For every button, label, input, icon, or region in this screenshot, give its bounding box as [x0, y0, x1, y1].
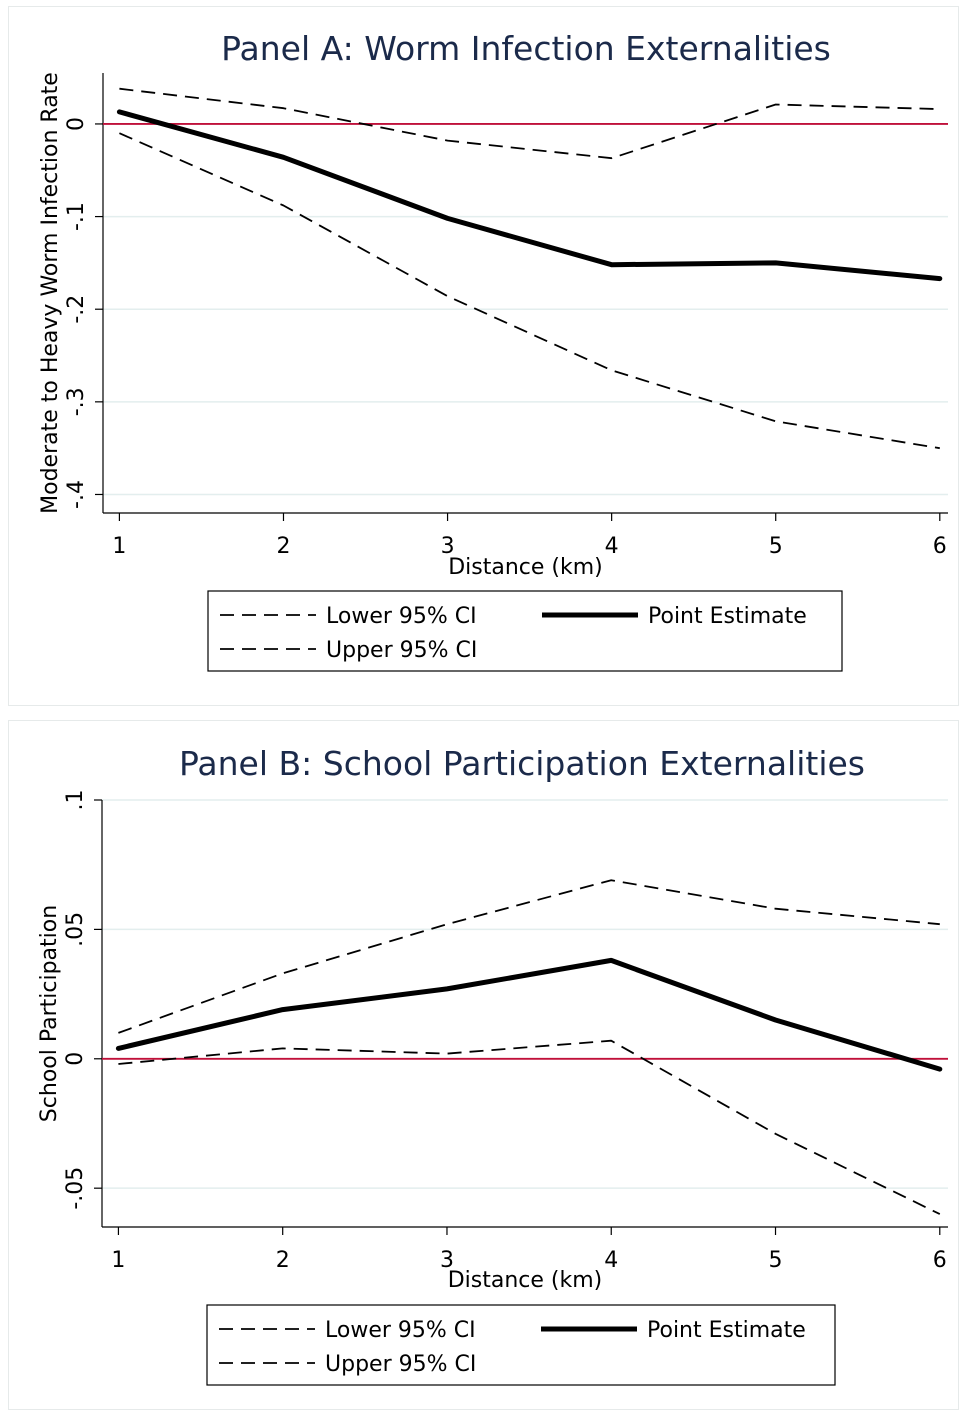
x-tick-label: 2 — [276, 534, 290, 559]
legend-label: Lower 95% CI — [326, 604, 477, 629]
chart-panel-b: Panel B: School Participation Externalit… — [37, 744, 948, 1386]
y-tick-label: -.4 — [64, 480, 89, 509]
legend-box — [206, 1304, 836, 1386]
x-tick-label: 1 — [112, 534, 126, 559]
legend-label: Lower 95% CI — [325, 1318, 476, 1343]
legend-box — [207, 590, 843, 672]
y-tick-label: .1 — [63, 790, 88, 811]
chart-panel-a: Panel A: Worm Infection Externalities 0 -.… — [38, 29, 948, 672]
legend-label: Point Estimate — [647, 1318, 806, 1343]
legend-label: Upper 95% CI — [326, 638, 477, 663]
series-line-point-estimate — [116, 109, 943, 282]
chart-title: Panel A: Worm Infection Externalities — [221, 29, 831, 68]
series-line-upper-95-ci — [119, 87, 940, 160]
chart-title: Panel B: School Participation Externalit… — [179, 744, 865, 783]
x-tick-label: 2 — [276, 1248, 290, 1273]
x-tick-label: 3 — [440, 1248, 454, 1273]
y-tick-label: -.1 — [64, 202, 89, 231]
x-tick-label: 5 — [769, 534, 783, 559]
series-line-lower-95-ci — [118, 1039, 941, 1215]
series-line-lower-95-ci — [119, 132, 940, 450]
series-line-upper-95-ci — [118, 879, 940, 1034]
y-tick-label: 0 — [64, 117, 89, 131]
y-tick-label: 0 — [63, 1052, 88, 1066]
x-tick-label: 4 — [605, 534, 619, 559]
y-axis-label: School Participation — [37, 905, 62, 1122]
x-axis-label: Distance (km) — [448, 555, 603, 580]
legend-label: Point Estimate — [648, 604, 807, 629]
x-tick-label: 1 — [111, 1248, 125, 1273]
y-axis-label: Moderate to Heavy Worm Infection Rate — [38, 72, 63, 514]
y-tick-label: -.3 — [64, 387, 89, 416]
x-axis-label: Distance (km) — [448, 1268, 603, 1293]
x-tick-label: 3 — [441, 534, 455, 559]
x-tick-label: 5 — [769, 1248, 783, 1273]
x-tick-label: 6 — [933, 1248, 947, 1273]
x-tick-label: 6 — [933, 534, 947, 559]
series-line-point-estimate — [115, 957, 943, 1072]
y-tick-label: -.2 — [64, 295, 89, 324]
x-tick-label: 4 — [604, 1248, 618, 1273]
legend-label: Upper 95% CI — [325, 1352, 476, 1377]
y-tick-label: .05 — [63, 912, 88, 947]
panel-b — [8, 720, 959, 1410]
y-tick-label: -.05 — [63, 1167, 88, 1210]
